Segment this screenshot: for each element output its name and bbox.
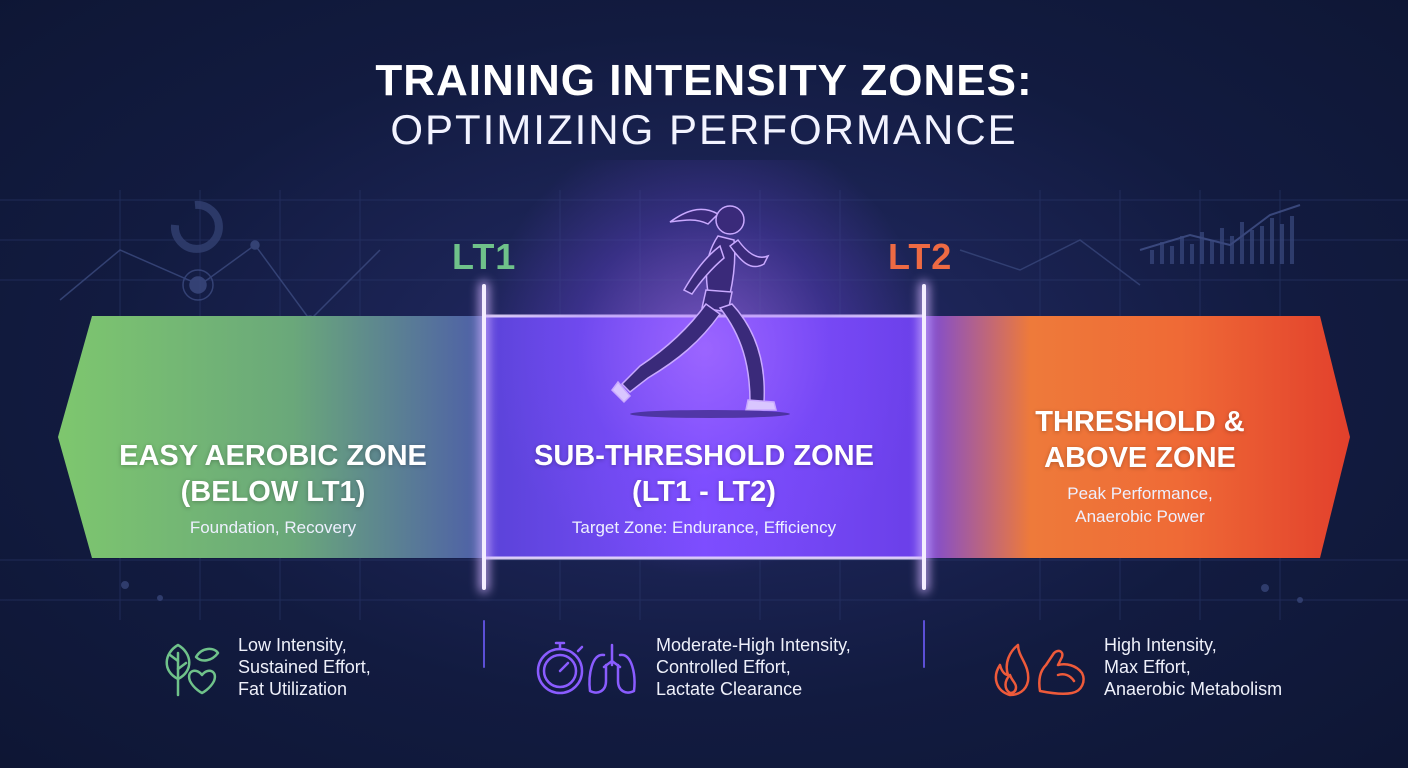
zone-threshold: THRESHOLD & ABOVE ZONE Peak Performance,…: [960, 404, 1320, 528]
lt2-marker-label: LT2: [888, 236, 953, 277]
stopwatch-lungs-icon: [536, 641, 636, 695]
title-line-1: TRAINING INTENSITY ZONES:: [375, 56, 1033, 105]
feature-threshold-line-2: Max Effort,: [1104, 657, 1191, 677]
zone-easy-title-2: (BELOW LT1): [180, 476, 366, 508]
zone-threshold-title-1: THRESHOLD &: [1035, 406, 1245, 438]
lt1-marker-label: LT1: [452, 236, 517, 277]
zone-sub-threshold: SUB-THRESHOLD ZONE (LT1 - LT2) Target Zo…: [494, 438, 914, 539]
divider-left: [483, 620, 485, 668]
feature-threshold-line-1: High Intensity,: [1104, 635, 1217, 655]
feature-sub-line-1: Moderate-High Intensity,: [656, 635, 851, 655]
feature-threshold-line-3: Anaerobic Metabolism: [1104, 679, 1283, 699]
title-line-2: OPTIMIZING PERFORMANCE: [390, 106, 1018, 153]
zone-threshold-title-2: ABOVE ZONE: [1044, 442, 1236, 474]
divider-right: [923, 620, 925, 668]
flame-muscle-icon: [994, 643, 1085, 697]
zone-sub-subtitle: Target Zone: Endurance, Efficiency: [571, 518, 837, 537]
decor-chart-right: [959, 204, 1301, 286]
lt1-marker-line: [482, 284, 486, 590]
feature-easy-line-1: Low Intensity,: [238, 635, 347, 655]
zone-easy-shape: [58, 316, 484, 558]
lt2-marker-line: [922, 284, 926, 590]
feature-threshold: High Intensity, Max Effort, Anaerobic Me…: [988, 634, 1282, 700]
zone-easy: EASY AEROBIC ZONE (BELOW LT1) Foundation…: [92, 438, 454, 539]
feature-easy: Low Intensity, Sustained Effort, Fat Uti…: [158, 634, 371, 700]
feature-sub-line-2: Controlled Effort,: [656, 657, 791, 677]
feature-easy-line-3: Fat Utilization: [238, 679, 348, 699]
feature-sub-line-3: Lactate Clearance: [656, 679, 803, 699]
decor-dots-bottom: [121, 581, 1303, 603]
zone-sub-title-2: (LT1 - LT2): [632, 476, 776, 508]
feature-easy-line-2: Sustained Effort,: [238, 657, 371, 677]
zone-easy-title-1: EASY AEROBIC ZONE: [119, 440, 427, 472]
zone-threshold-subtitle-1: Peak Performance,: [1067, 484, 1213, 503]
zone-threshold-subtitle-2: Anaerobic Power: [1075, 507, 1205, 526]
zone-sub-title-1: SUB-THRESHOLD ZONE: [534, 440, 874, 472]
runner-glow: [480, 160, 930, 580]
zone-threshold-shape: [924, 316, 1350, 558]
runner-icon: [611, 205, 790, 418]
leaf-heart-icon: [165, 643, 220, 697]
decor-network-left: [59, 200, 381, 325]
feature-sub-threshold: Moderate-High Intensity, Controlled Effo…: [534, 634, 851, 700]
zone-easy-subtitle: Foundation, Recovery: [189, 518, 357, 537]
